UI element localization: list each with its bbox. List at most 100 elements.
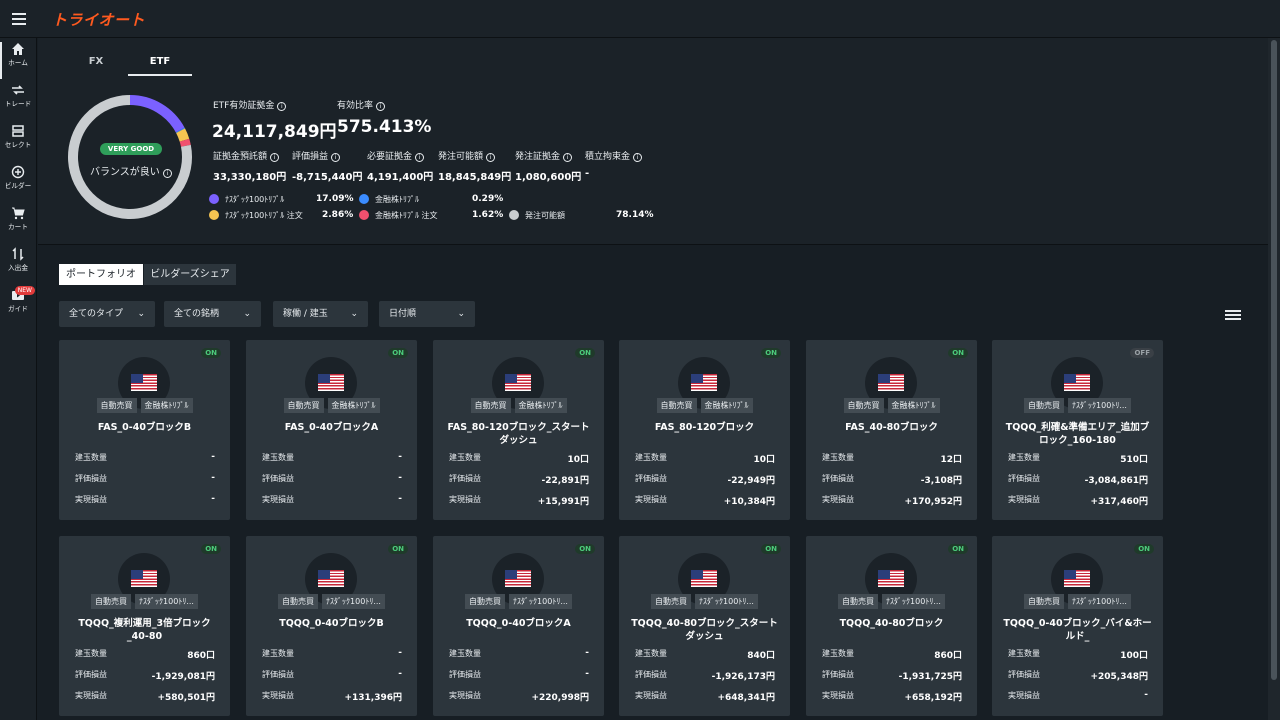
status-badge[interactable]: ON	[948, 348, 968, 358]
realized-value: +220,998円	[531, 693, 589, 703]
status-badge[interactable]: ON	[201, 348, 221, 358]
legend-value: 78.14%	[616, 210, 654, 220]
position-row: 建玉数量 100口	[1008, 648, 1148, 661]
required-margin-value: 4,191,400円	[367, 172, 434, 183]
effective-ratio-label: 有効比率 i	[337, 98, 386, 111]
status-badge[interactable]: ON	[1134, 544, 1154, 554]
label-text: 証拠金預託額	[213, 152, 268, 162]
info-icon[interactable]: i	[331, 153, 341, 162]
tag-list: 自動売買 金融株ﾄﾘﾌﾟﾙ	[619, 398, 790, 413]
tab-etf[interactable]: ETF	[128, 52, 192, 76]
tag-symbol: ﾅｽﾀﾞｯｸ100ﾄﾘ...	[1068, 398, 1131, 413]
scrollbar-thumb[interactable]	[1271, 40, 1277, 680]
unrealized-value: -8,715,440円	[292, 172, 363, 183]
tag-list: 自動売買 金融株ﾄﾘﾌﾟﾙ	[59, 398, 230, 413]
legend-value: 1.62%	[472, 210, 504, 220]
tab-fx[interactable]: FX	[88, 56, 104, 67]
row-label: 評価損益	[635, 474, 667, 483]
list-view-icon[interactable]	[1225, 310, 1241, 321]
donut-segment	[129, 95, 185, 133]
menu-icon[interactable]	[12, 13, 26, 25]
portfolio-card[interactable]: ON 自動売買 ﾅｽﾀﾞｯｸ100ﾄﾘ... TQQQ_40-80ブロック 建玉数…	[806, 536, 977, 716]
info-icon[interactable]: i	[376, 102, 386, 111]
portfolio-card[interactable]: ON 自動売買 ﾅｽﾀﾞｯｸ100ﾄﾘ... TQQQ_複利運用_3倍ブロック_4…	[59, 536, 230, 716]
nav-select[interactable]: セレクト	[0, 124, 36, 161]
row-label: 実現損益	[262, 495, 294, 504]
legend-value: 0.29%	[472, 194, 504, 204]
nav-guide[interactable]: NEW ガイド	[0, 286, 36, 325]
row-label: 評価損益	[822, 670, 854, 679]
portfolio-card[interactable]: ON 自動売買 金融株ﾄﾘﾌﾟﾙ FAS_80-120ブロック_スタートダッシュ …	[433, 340, 604, 520]
legend-dot	[359, 194, 369, 204]
position-value: -	[398, 648, 402, 658]
status-badge[interactable]: ON	[575, 544, 595, 554]
filter-sort[interactable]: 日付順 ⌄	[379, 301, 475, 327]
realized-row: 実現損益 +10,384円	[635, 494, 775, 507]
tab-portfolio[interactable]: ポートフォリオ	[59, 264, 143, 285]
info-icon[interactable]: i	[415, 153, 425, 162]
info-icon[interactable]: i	[486, 153, 496, 162]
status-badge[interactable]: ON	[761, 544, 781, 554]
nav-home[interactable]: ホーム	[0, 42, 36, 79]
filter-status[interactable]: 稼働 / 建玉 ⌄	[273, 301, 368, 327]
nav-builder[interactable]: ビルダー	[0, 165, 36, 202]
filter-symbol[interactable]: 全ての銘柄 ⌄	[164, 301, 261, 327]
tag-list: 自動売買 ﾅｽﾀﾞｯｸ100ﾄﾘ...	[992, 594, 1163, 609]
info-icon[interactable]: i	[633, 153, 643, 162]
portfolio-card[interactable]: ON 自動売買 金融株ﾄﾘﾌﾟﾙ FAS_0-40ブロックA 建玉数量 - 評価損益…	[246, 340, 417, 520]
nav-cart[interactable]: カート	[0, 206, 36, 243]
unrealized-row: 評価損益 -	[449, 669, 589, 680]
portfolio-card[interactable]: ON 自動売買 ﾅｽﾀﾞｯｸ100ﾄﾘ... TQQQ_0-40ブロックB 建玉数…	[246, 536, 417, 716]
tab-builders-share[interactable]: ビルダーズシェア	[144, 264, 236, 285]
row-label: 実現損益	[1008, 495, 1040, 504]
tag-list: 自動売買 ﾅｽﾀﾞｯｸ100ﾄﾘ...	[992, 398, 1163, 413]
card-title: TQQQ_0-40ブロックB	[279, 618, 384, 629]
effective-margin-value: 24,117,849円	[212, 122, 337, 142]
realized-value: +580,501円	[157, 693, 215, 703]
portfolio-card[interactable]: ON 自動売買 金融株ﾄﾘﾌﾟﾙ FAS_0-40ブロックB 建玉数量 - 評価損益…	[59, 340, 230, 520]
filter-type[interactable]: 全てのタイプ ⌄	[59, 301, 155, 327]
tag-auto-trade: 自動売買	[465, 594, 506, 609]
tag-symbol: ﾅｽﾀﾞｯｸ100ﾄﾘ...	[509, 594, 572, 609]
portfolio-card[interactable]: ON 自動売買 ﾅｽﾀﾞｯｸ100ﾄﾘ... TQQQ_0-40ブロック_バイ&ホ…	[992, 536, 1163, 716]
portfolio-card[interactable]: ON 自動売買 金融株ﾄﾘﾌﾟﾙ FAS_40-80ブロック 建玉数量 12口 評価…	[806, 340, 977, 520]
portfolio-card[interactable]: OFF 自動売買 ﾅｽﾀﾞｯｸ100ﾄﾘ... TQQQ_利確&準備エリア_追加ブ…	[992, 340, 1163, 520]
tag-auto-trade: 自動売買	[278, 594, 319, 609]
legend-item: ﾅｽﾀﾞｯｸ100ﾄﾘﾌﾟﾙ	[209, 194, 284, 205]
status-badge[interactable]: ON	[388, 348, 408, 358]
tag-list: 自動売買 金融株ﾄﾘﾌﾟﾙ	[433, 398, 604, 413]
position-value: 840口	[747, 651, 775, 661]
status-badge[interactable]: ON	[948, 544, 968, 554]
status-badge[interactable]: ON	[761, 348, 781, 358]
info-icon[interactable]: i	[162, 169, 172, 178]
unrealized-row: 評価損益 -1,926,173円	[635, 669, 775, 682]
unrealized-value: -1,926,173円	[711, 672, 775, 682]
portfolio-card[interactable]: ON 自動売買 ﾅｽﾀﾞｯｸ100ﾄﾘ... TQQQ_40-80ブロック_スター…	[619, 536, 790, 716]
realized-row: 実現損益 +220,998円	[449, 690, 589, 703]
info-icon[interactable]: i	[563, 153, 573, 162]
order-margin-label: 発注証拠金 i	[515, 149, 573, 162]
status-badge[interactable]: ON	[575, 348, 595, 358]
unrealized-label: 評価損益 i	[292, 149, 341, 162]
page-scrollbar[interactable]	[1268, 38, 1280, 720]
unrealized-value: -3,084,861円	[1084, 476, 1148, 486]
legend-label: 金融株ﾄﾘﾌﾟﾙ	[375, 195, 419, 204]
unrealized-row: 評価損益 -1,929,081円	[75, 669, 215, 682]
tag-auto-trade: 自動売買	[1024, 594, 1065, 609]
nav-trade[interactable]: トレード	[0, 83, 36, 120]
position-row: 建玉数量 10口	[449, 452, 589, 465]
logo[interactable]: トライオート	[52, 11, 146, 29]
row-label: 評価損益	[75, 670, 107, 679]
unrealized-row: 評価損益 -	[262, 669, 402, 680]
select-icon	[12, 125, 24, 137]
nav-transfer[interactable]: 入出金	[0, 247, 36, 284]
status-badge[interactable]: ON	[388, 544, 408, 554]
info-icon[interactable]: i	[270, 153, 280, 162]
portfolio-card[interactable]: ON 自動売買 金融株ﾄﾘﾌﾟﾙ FAS_80-120ブロック 建玉数量 10口 評…	[619, 340, 790, 520]
info-icon[interactable]: i	[277, 102, 287, 111]
status-badge[interactable]: OFF	[1130, 348, 1154, 358]
realized-row: 実現損益 -	[1008, 690, 1148, 701]
card-title: TQQQ_40-80ブロック	[839, 618, 944, 629]
status-badge[interactable]: ON	[201, 544, 221, 554]
portfolio-card[interactable]: ON 自動売買 ﾅｽﾀﾞｯｸ100ﾄﾘ... TQQQ_0-40ブロックA 建玉数…	[433, 536, 604, 716]
